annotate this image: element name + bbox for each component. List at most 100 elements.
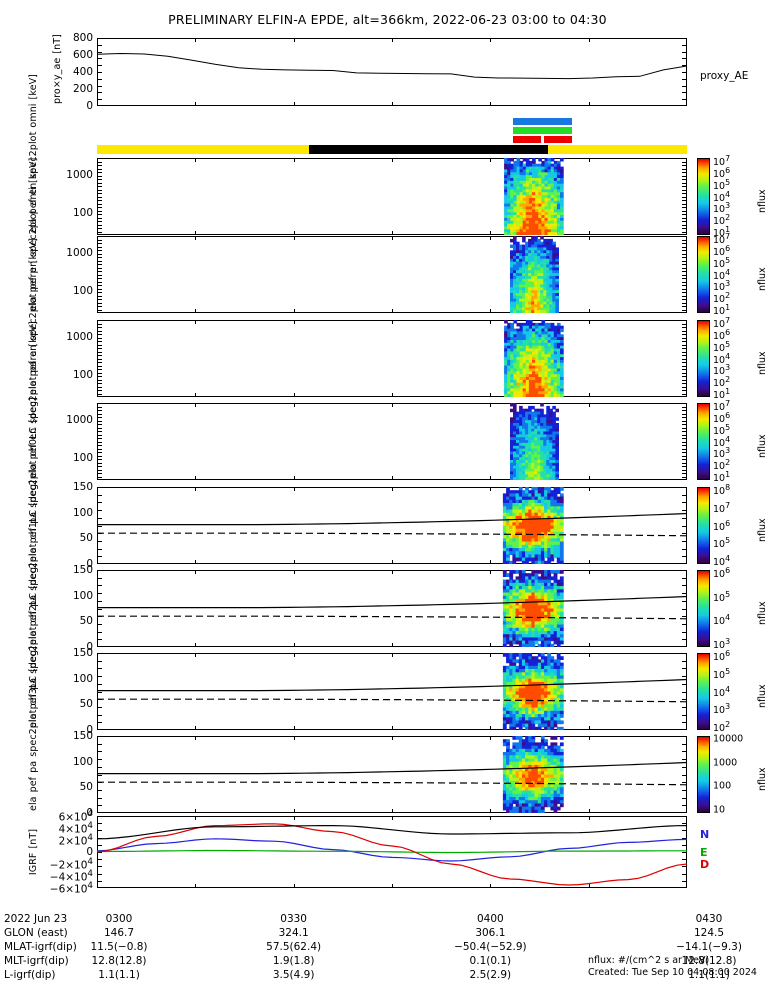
- panel-en-omni: [97, 158, 687, 235]
- panel-en-para-ytick: 100: [72, 452, 93, 465]
- proxy-ae-trace: [97, 52, 687, 80]
- colorbar-en-perp: [697, 320, 710, 397]
- footer-cell: 11.5(−0.8): [90, 941, 148, 953]
- footer-cell: 12.8(12.8): [681, 955, 737, 967]
- panel-pa-ch0lc-ytick: 150: [72, 481, 93, 493]
- colorbar-en-perp-tick: 104: [713, 351, 731, 366]
- nflux-units-note: nflux: #/(cm^2 s ar MeV): [588, 955, 710, 966]
- panel-pa-ch3lc-ytick: 0: [86, 807, 93, 819]
- colorbar-en-perp-tick: 105: [713, 339, 731, 354]
- marker-bar: [543, 136, 572, 143]
- colorbar-pa-ch3lc-tick: 10: [713, 804, 726, 816]
- colorbar-en-para-tick: 101: [713, 469, 731, 485]
- panel-pa-ch0lc-ytick: 50: [79, 532, 93, 545]
- igrf-legend-E: E: [700, 846, 708, 859]
- footer-cell: 57.5(62.4): [266, 941, 322, 953]
- panel-en-anti-ytick: 1000: [66, 246, 93, 259]
- colorbar-en-para-label: nflux: [757, 433, 768, 458]
- colorbar-en-omni-tick: 103: [713, 201, 731, 216]
- panel-en-para-ytick: 1000: [66, 413, 93, 426]
- panel-pa-ch3lc-ytick: 100: [72, 755, 93, 768]
- panel-pa-ch1lc-ytick: 50: [79, 615, 93, 628]
- colorbar-en-anti-tick: 101: [713, 302, 731, 318]
- footer-cell: 3.5(4.9): [272, 969, 315, 981]
- colorbar-en-perp-tick: 106: [713, 327, 731, 342]
- colorbar-en-omni: [697, 158, 710, 235]
- footer-cell: 324.1: [278, 927, 309, 939]
- colorbar-pa-ch3lc-label: nflux: [757, 766, 768, 791]
- panel-en-omni-ytick: 1000: [66, 168, 93, 181]
- pa-overlay-pa-ch1lc: [97, 595, 687, 620]
- created-timestamp: Created: Tue Sep 10 04:08:00 2024: [588, 967, 757, 978]
- footer-cell: 2.5(2.9): [469, 969, 512, 981]
- colorbar-en-omni-tick: 106: [713, 165, 731, 180]
- panel-pa-ch2lc-ytick: 100: [72, 672, 93, 685]
- colorbar-en-anti: [697, 236, 710, 313]
- panel-igrf-ytick: 4×104: [58, 820, 93, 836]
- colorbar-en-perp-tick: 103: [713, 363, 731, 378]
- panel-pa-ch0lc-tickmarks: [97, 487, 687, 564]
- panel-igrf-ytick: 2×104: [58, 832, 93, 848]
- footer-cell: 1.9(1.8): [272, 955, 315, 967]
- panel-pa-ch3lc-ytick: 50: [79, 781, 93, 794]
- colorbar-en-para-tick: 103: [713, 446, 731, 461]
- panel-pa-ch3lc: [97, 736, 687, 813]
- igrf-traces: [97, 823, 687, 886]
- panel-en-perp-ytick: 1000: [66, 330, 93, 343]
- panel-pa-ch2lc-tickmarks: [97, 653, 687, 730]
- panel-en-omni-tickmarks: [97, 158, 687, 235]
- colorbar-en-perp-tick: 107: [713, 315, 731, 331]
- colorbar-en-perp-tick: 101: [713, 386, 731, 402]
- panel-pa-ch2lc-ytick: 0: [86, 724, 93, 736]
- colorbar-pa-ch0lc-tick: 106: [713, 518, 731, 533]
- panel-proxy-ae-ytick: 600: [72, 49, 93, 61]
- colorbar-pa-ch2lc: [697, 653, 710, 730]
- status-bar-segment: [309, 145, 549, 154]
- panel-pa-ch0lc-ytick: 0: [86, 558, 93, 570]
- colorbar-pa-ch1lc: [697, 570, 710, 647]
- colorbar-pa-ch0lc: [697, 487, 710, 564]
- spectrogram-data-en-omni: [504, 158, 564, 235]
- colorbar-en-omni-tick: 104: [713, 189, 731, 204]
- colorbar-en-omni-label: nflux: [757, 188, 768, 213]
- colorbar-en-anti-tick: 103: [713, 279, 731, 294]
- footer-row-label: MLT-igrf(dip): [4, 955, 69, 967]
- colorbar-pa-ch3lc: [697, 736, 710, 813]
- pa-overlay-pa-ch0lc: [97, 512, 687, 537]
- panel-proxy-ae-ytick: 400: [72, 66, 93, 78]
- panel-pa-ch2lc: [97, 653, 687, 730]
- panel-igrf-ytick: 0: [86, 846, 93, 858]
- colorbar-pa-ch3lc-tick: 1000: [713, 757, 738, 769]
- colorbar-en-para-tick: 106: [713, 410, 731, 425]
- spectrogram-data-en-para: [510, 403, 559, 480]
- footer-cell: −50.4(−52.9): [454, 941, 527, 953]
- footer-cell: 146.7: [103, 927, 135, 939]
- panel-igrf-ytick: −2×104: [49, 856, 93, 872]
- panel-proxy-ae-ytick: 800: [72, 32, 93, 44]
- panel-pa-ch2lc-ytick: 150: [72, 647, 93, 659]
- colorbar-pa-ch2lc-tick: 102: [713, 719, 731, 735]
- panel-en-anti: [97, 236, 687, 313]
- colorbar-en-para-tick: 104: [713, 434, 731, 449]
- spectrogram-data-pa-ch0lc: [502, 487, 564, 564]
- colorbar-en-anti-tick: 104: [713, 267, 731, 282]
- colorbar-pa-ch1lc-tick: 104: [713, 613, 731, 628]
- colorbar-pa-ch0lc-tick: 105: [713, 536, 731, 551]
- colorbar-en-anti-tick: 102: [713, 291, 731, 306]
- panel-pa-ch3lc-ytick: 150: [72, 730, 93, 742]
- panel-igrf-ytick: −4×104: [49, 868, 93, 884]
- panel-en-perp-ytick: 100: [72, 369, 93, 382]
- panel-en-perp-tickmarks: [97, 320, 687, 397]
- colorbar-en-para-tick: 107: [713, 398, 731, 414]
- footer-cell: 0400: [476, 913, 504, 925]
- marker-bar: [512, 136, 541, 143]
- spectrogram-data-en-perp: [504, 320, 564, 397]
- colorbar-pa-ch2lc-tick: 104: [713, 684, 731, 699]
- colorbar-pa-ch0lc-tick: 104: [713, 553, 731, 569]
- colorbar-en-omni-tick: 105: [713, 177, 731, 192]
- footer-row-label: MLAT-igrf(dip): [4, 941, 77, 953]
- footer-cell: 1.1(1.1): [98, 969, 140, 981]
- colorbar-pa-ch3lc-tick: 100: [713, 780, 732, 792]
- footer-cell: −14.1(−9.3): [676, 941, 742, 953]
- footer-cell: 1.1(1.1): [688, 969, 730, 981]
